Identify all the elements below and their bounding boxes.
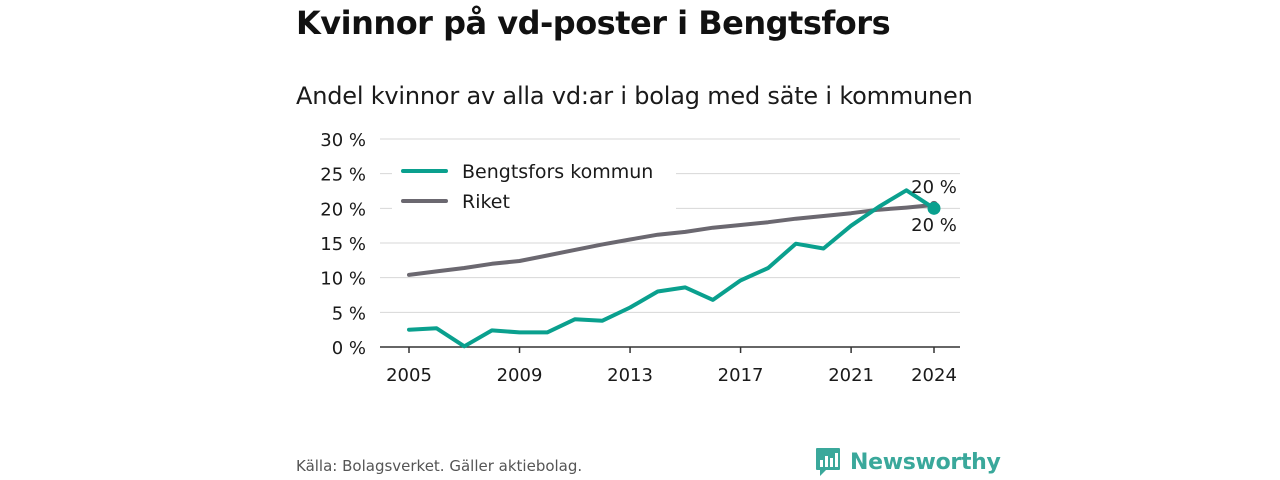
y-tick-label: 30 % <box>320 130 366 151</box>
chart-subtitle: Andel kvinnor av alla vd:ar i bolag med … <box>296 82 973 110</box>
end-label-bengtsfors: 20 % <box>911 177 957 198</box>
x-tick-label: 2009 <box>497 365 543 386</box>
end-label-riket: 20 % <box>911 215 957 236</box>
x-tick-label: 2024 <box>911 365 957 386</box>
x-tick-label: 2005 <box>386 365 432 386</box>
legend-label-bengtsfors: Bengtsfors kommun <box>462 161 653 183</box>
series-line-bengtsfors <box>407 188 936 349</box>
y-tick-label: 10 % <box>320 269 366 290</box>
x-tick-label: 2021 <box>828 365 874 386</box>
newsworthy-logo-icon <box>816 448 840 476</box>
series-line-riket <box>407 202 936 277</box>
y-tick-label: 15 % <box>320 234 366 255</box>
y-tick-label: 25 % <box>320 165 366 186</box>
legend-label-riket: Riket <box>462 191 510 213</box>
newsworthy-logo-text: Newsworthy <box>850 449 1001 475</box>
x-tick-label: 2017 <box>718 365 764 386</box>
newsworthy-logo[interactable]: Newsworthy <box>815 446 1001 478</box>
y-tick-label: 0 % <box>332 338 366 359</box>
y-tick-label: 5 % <box>332 303 366 324</box>
line-chart: 0 % 5 % 10 % 15 % 20 % 25 % 30 % 2005 2009 2013 20… <box>320 130 960 386</box>
chart-title: Kvinnor på vd-poster i Bengtsfors <box>296 4 891 42</box>
source-note: Källa: Bolagsverket. Gäller aktiebolag. <box>296 457 583 475</box>
x-tick-label: 2013 <box>607 365 653 386</box>
y-tick-label: 20 % <box>320 199 366 220</box>
end-point-bengtsfors <box>927 201 941 215</box>
